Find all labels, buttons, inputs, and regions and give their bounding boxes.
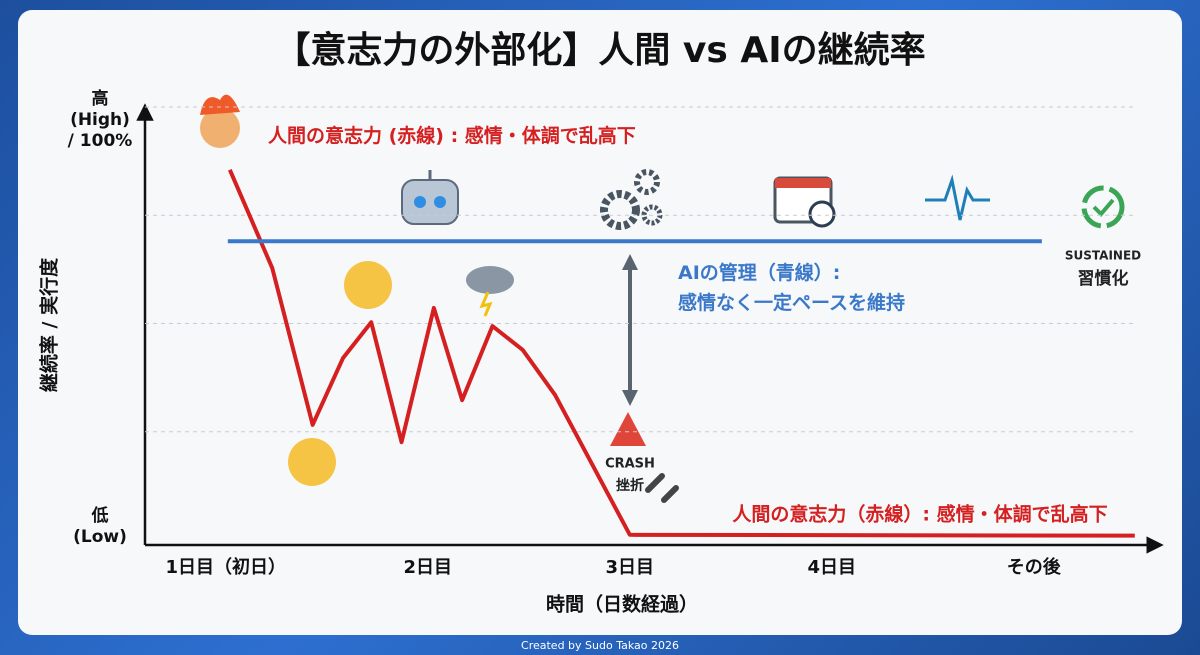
sad-face <box>344 261 392 309</box>
chart-title: 【意志力の外部化】人間 vs AIの継続率 <box>274 30 925 71</box>
sustained-label: SUSTAINED <box>1065 249 1141 263</box>
setback-label: 挫折 <box>616 477 644 494</box>
x-axis-title: 時間（日数経過） <box>546 593 698 616</box>
robot-eye <box>414 196 426 208</box>
robot <box>401 179 459 225</box>
legend-entry: 人間の意志力 (赤線) : 感情・体調で乱高下 <box>268 125 636 147</box>
crash-label: CRASH <box>605 457 655 472</box>
red-line-note: 人間の意志力（赤線）: 感情・体調で乱高下 <box>732 503 1107 526</box>
crash-sign <box>610 412 646 446</box>
flame <box>200 94 240 115</box>
angry-face <box>200 108 240 148</box>
x-tick-label: その後 <box>1007 556 1062 578</box>
habit-label: 習慣化 <box>1078 268 1129 289</box>
x-tick-label: 3日目 <box>606 557 655 578</box>
cycle <box>1081 185 1125 229</box>
legend-entry: AIの管理（青線）: 感情なく一定ペースを維持 <box>678 262 906 314</box>
sad-face <box>288 438 336 486</box>
calendar-top <box>775 178 831 188</box>
credit: Created by Sudo Takao 2026 <box>521 639 679 652</box>
icons <box>200 94 1125 503</box>
check <box>1092 198 1115 217</box>
robot-eye <box>434 196 446 208</box>
gear <box>634 169 660 195</box>
x-tick-label: 2日目 <box>404 557 453 578</box>
y-tick-label: 低 (Low) <box>73 506 127 547</box>
lightning <box>479 291 493 317</box>
gear <box>600 190 640 230</box>
pulse <box>925 174 990 221</box>
x-tick-label: 4日目 <box>808 557 857 578</box>
clock <box>808 200 836 228</box>
y-tick-label: 高 (High) / 100% <box>67 89 133 151</box>
series-line <box>228 168 1135 538</box>
x-tick-label: 1日目（初日） <box>166 556 287 578</box>
y-axis-title: 継続率 / 実行度 <box>38 257 61 392</box>
storm-cloud <box>466 266 514 294</box>
broken-chain <box>645 473 679 503</box>
